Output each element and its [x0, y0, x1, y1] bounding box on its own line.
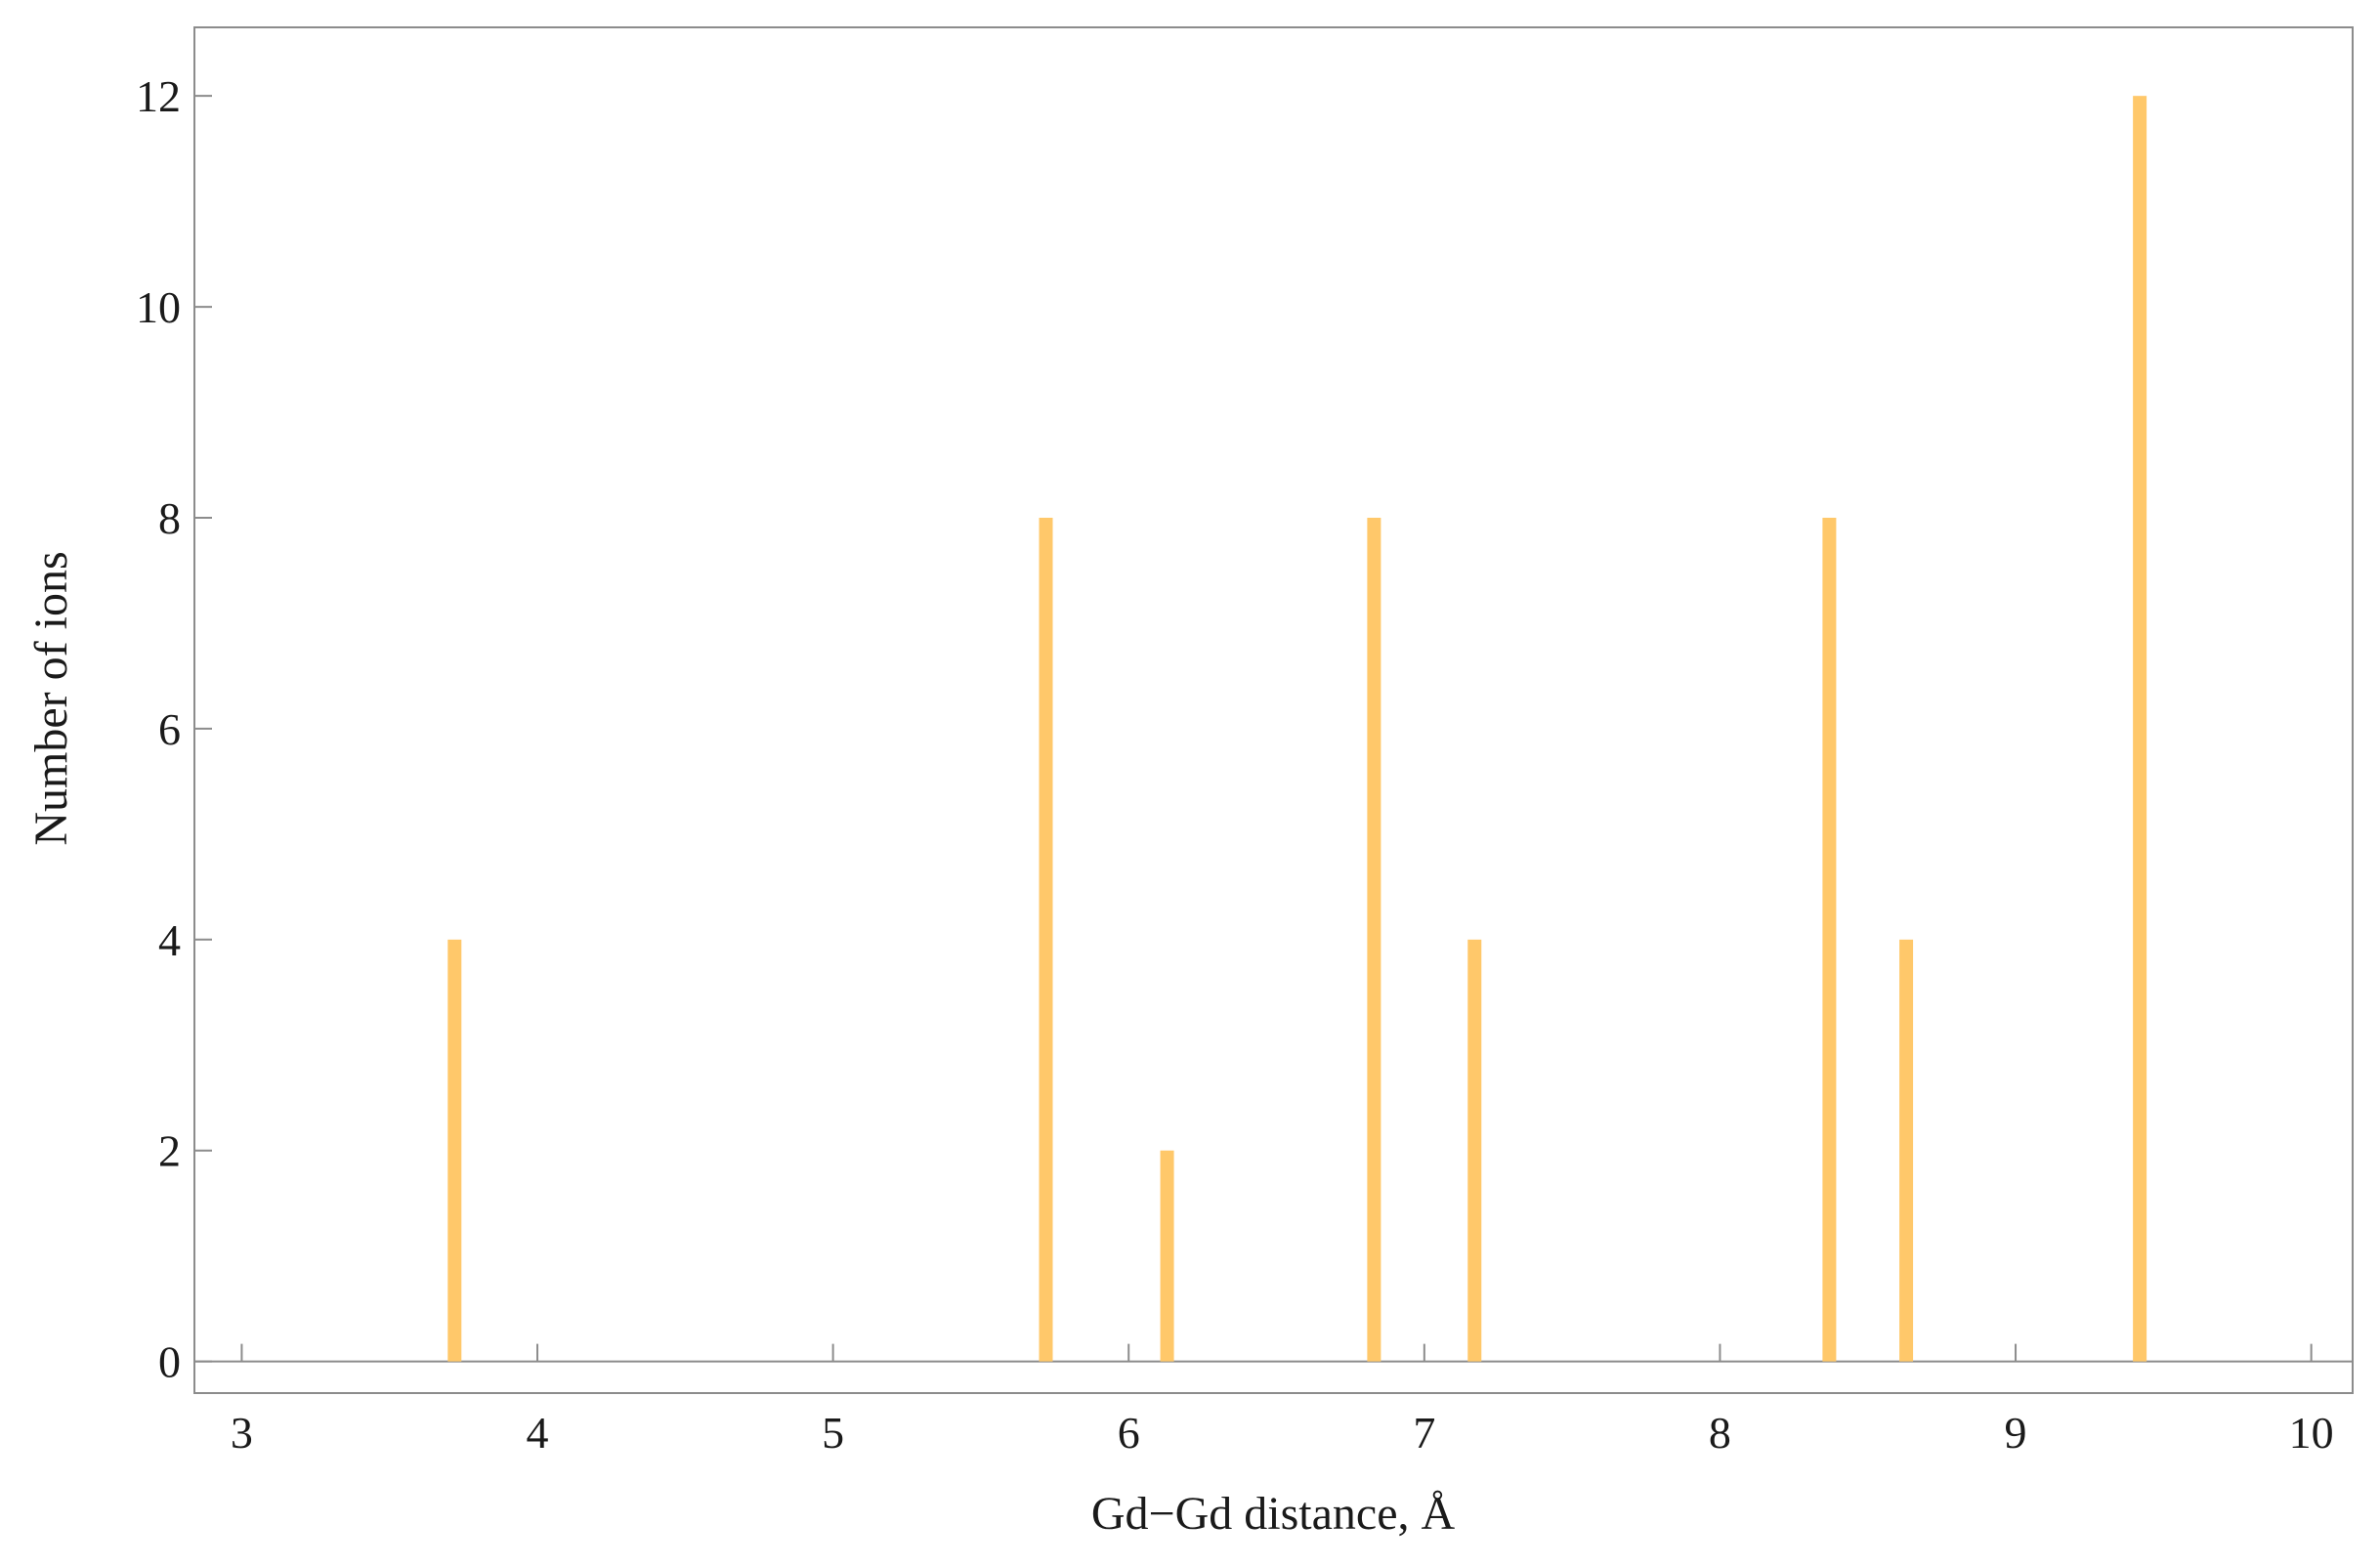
bar [447, 939, 462, 1362]
y-axis-label: Number of ions [25, 551, 77, 845]
x-axis-label: Gd−Gd distance, Å [1091, 1488, 1456, 1540]
plot-frame [193, 26, 2354, 1394]
x-tick-label: 5 [822, 1408, 844, 1458]
x-tick-label: 9 [2005, 1408, 2027, 1458]
x-tick-label: 8 [1709, 1408, 1731, 1458]
y-tick-label: 2 [158, 1126, 181, 1176]
y-tick-label: 6 [158, 704, 181, 754]
x-tick-label: 6 [1118, 1408, 1140, 1458]
bar [1039, 517, 1053, 1362]
x-tick-label: 10 [2289, 1408, 2334, 1458]
bar [1160, 1150, 1174, 1362]
x-tick-label: 4 [527, 1408, 549, 1458]
bar [1367, 517, 1381, 1362]
y-tick-label: 12 [136, 71, 181, 121]
x-tick-label: 3 [231, 1408, 253, 1458]
y-tick-label: 10 [136, 282, 181, 332]
y-tick-label: 8 [158, 493, 181, 543]
bar [1899, 939, 1914, 1362]
bar [1822, 517, 1837, 1362]
x-tick-label: 7 [1413, 1408, 1435, 1458]
bar [2133, 96, 2147, 1362]
y-tick-label: 4 [158, 915, 181, 965]
y-tick-label: 0 [158, 1337, 181, 1387]
bar [1467, 939, 1482, 1362]
